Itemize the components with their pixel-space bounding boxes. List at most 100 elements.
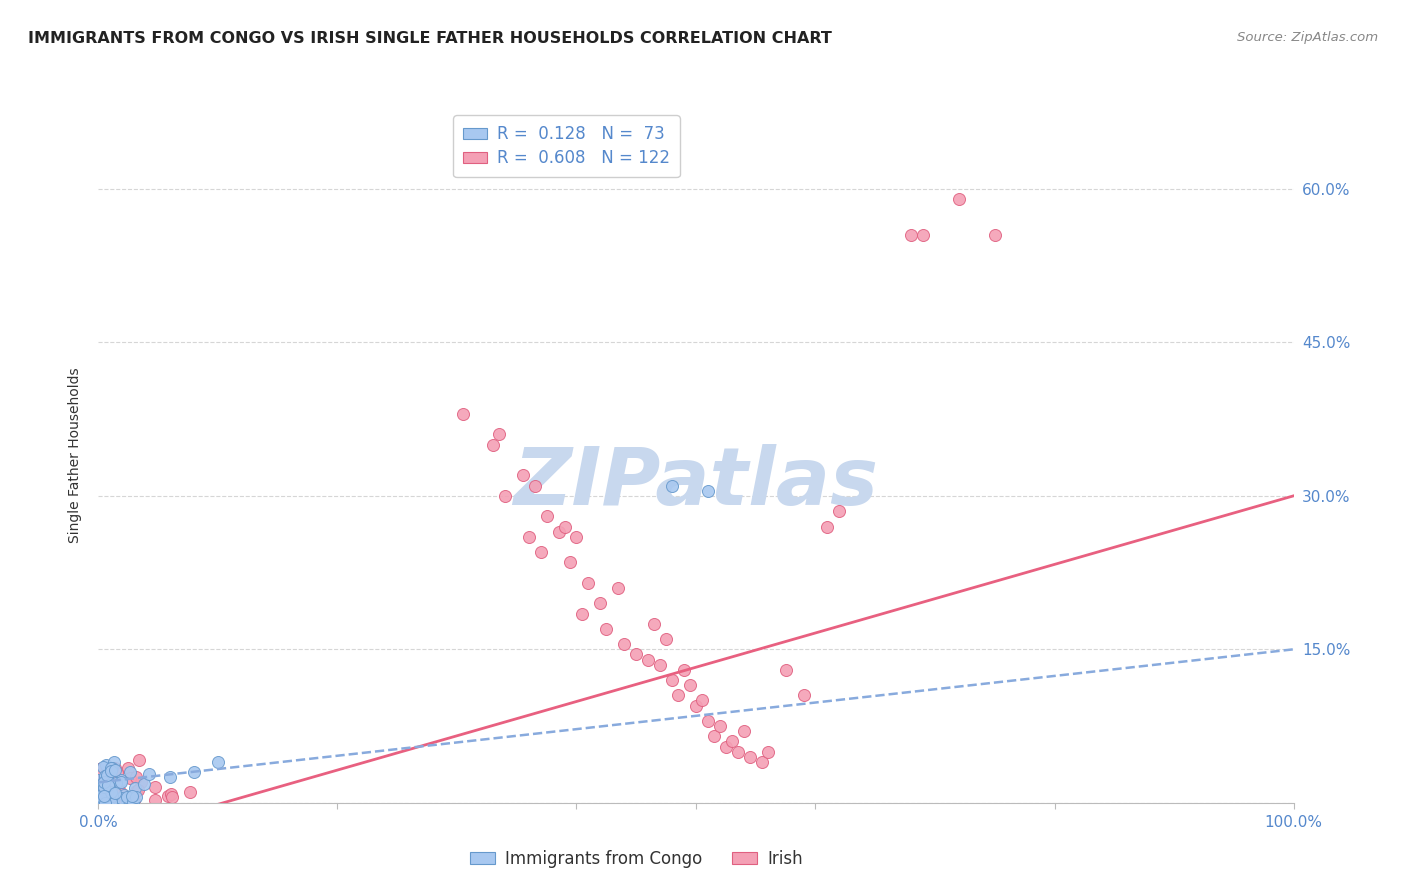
Point <box>93 793 115 807</box>
Point <box>125 789 148 804</box>
Point <box>110 773 132 788</box>
Point <box>655 632 678 646</box>
Point <box>512 468 534 483</box>
Text: ZIPatlas: ZIPatlas <box>513 443 879 522</box>
Point <box>93 790 115 805</box>
Point <box>91 794 114 808</box>
Point <box>911 227 934 242</box>
Point <box>104 763 127 777</box>
Point <box>93 776 115 790</box>
Point <box>91 760 114 774</box>
Point <box>529 545 551 559</box>
Point <box>93 788 115 802</box>
Point <box>143 780 166 794</box>
Point <box>613 637 636 651</box>
Point <box>637 652 659 666</box>
Point <box>90 792 112 806</box>
Point <box>90 791 112 805</box>
Point <box>90 781 112 796</box>
Point <box>91 794 114 808</box>
Point <box>738 749 761 764</box>
Point <box>103 794 125 808</box>
Point <box>159 770 181 784</box>
Point <box>90 793 112 807</box>
Point <box>101 795 124 809</box>
Point <box>98 792 121 806</box>
Point <box>94 757 117 772</box>
Point <box>100 795 122 809</box>
Point <box>97 778 120 792</box>
Point <box>100 764 122 779</box>
Point <box>122 794 145 808</box>
Y-axis label: Single Father Households: Single Father Households <box>69 368 83 542</box>
Point <box>120 765 142 780</box>
Point <box>162 790 184 805</box>
Point <box>101 784 124 798</box>
Point <box>89 796 111 810</box>
Point <box>179 784 201 798</box>
Point <box>103 793 125 807</box>
Point <box>96 768 118 782</box>
Legend: Immigrants from Congo, Irish: Immigrants from Congo, Irish <box>463 843 810 874</box>
Point <box>900 227 922 242</box>
Point <box>643 616 665 631</box>
Point <box>91 791 114 805</box>
Point <box>124 781 146 796</box>
Point <box>90 794 112 808</box>
Point <box>89 777 111 791</box>
Point <box>89 792 111 806</box>
Point <box>112 788 135 802</box>
Point <box>93 782 115 797</box>
Point <box>93 794 115 808</box>
Point <box>607 581 630 595</box>
Point <box>101 761 124 775</box>
Point <box>96 788 118 802</box>
Point <box>104 761 127 775</box>
Point <box>103 755 125 769</box>
Point <box>589 596 612 610</box>
Point <box>560 555 582 569</box>
Point <box>103 793 125 807</box>
Point <box>110 791 132 805</box>
Point <box>115 789 138 804</box>
Point <box>100 761 122 775</box>
Point <box>104 776 127 790</box>
Point <box>91 777 114 791</box>
Point <box>89 784 111 798</box>
Point <box>87 781 110 796</box>
Point <box>523 478 546 492</box>
Point <box>690 693 713 707</box>
Point <box>90 788 112 802</box>
Text: Source: ZipAtlas.com: Source: ZipAtlas.com <box>1237 31 1378 45</box>
Point <box>94 789 117 804</box>
Point <box>751 755 773 769</box>
Point <box>90 792 112 806</box>
Point <box>89 777 111 791</box>
Point <box>98 784 121 798</box>
Text: IMMIGRANTS FROM CONGO VS IRISH SINGLE FATHER HOUSEHOLDS CORRELATION CHART: IMMIGRANTS FROM CONGO VS IRISH SINGLE FA… <box>28 31 832 46</box>
Point <box>105 794 128 808</box>
Point <box>793 689 815 703</box>
Point <box>101 763 124 777</box>
Point <box>87 795 110 809</box>
Point <box>90 793 112 807</box>
Point <box>117 794 139 808</box>
Point <box>207 755 229 769</box>
Point <box>90 791 112 805</box>
Point <box>124 783 146 797</box>
Point <box>93 780 115 795</box>
Point <box>709 719 731 733</box>
Point <box>96 788 118 802</box>
Point <box>121 789 143 803</box>
Point <box>89 789 111 803</box>
Point <box>87 762 110 776</box>
Point <box>105 793 128 807</box>
Point <box>571 607 593 621</box>
Point <box>94 785 117 799</box>
Point <box>547 524 569 539</box>
Point <box>87 772 110 787</box>
Point <box>87 794 110 808</box>
Point <box>97 793 120 807</box>
Point <box>90 789 112 804</box>
Point <box>105 771 128 785</box>
